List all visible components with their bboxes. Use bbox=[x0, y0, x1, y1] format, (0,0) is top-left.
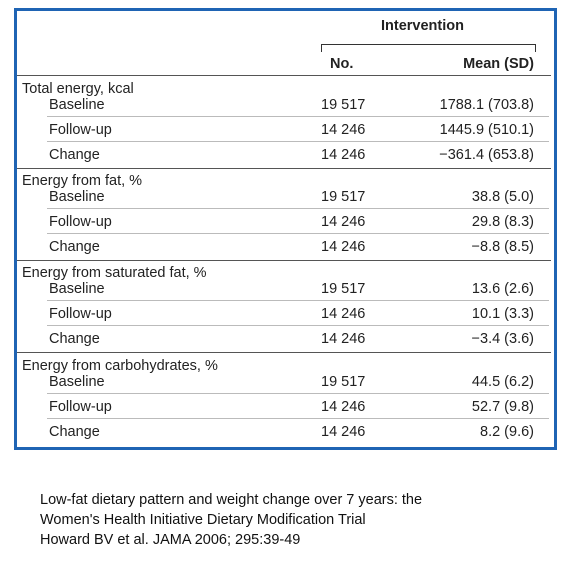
column-header: Mean (SD) bbox=[463, 56, 534, 72]
count-cell: 19 517 bbox=[321, 189, 366, 205]
caption: Low-fat dietary pattern and weight chang… bbox=[40, 490, 422, 550]
header-rule bbox=[17, 75, 551, 76]
table-frame: Intervention No. Mean (SD) Total energy,… bbox=[14, 8, 557, 450]
mean-cell: 10.1 (3.3) bbox=[471, 306, 534, 322]
count-cell: 14 246 bbox=[321, 399, 366, 415]
header-bracket bbox=[321, 44, 535, 45]
caption-line: Howard BV et al. JAMA 2006; 295:39-49 bbox=[40, 532, 301, 548]
row-label: Change bbox=[49, 331, 100, 347]
mean-cell: 1788.1 (703.8) bbox=[439, 97, 534, 113]
row-label: Follow-up bbox=[49, 399, 112, 415]
mean-cell: −361.4 (653.8) bbox=[439, 147, 534, 163]
row-rule bbox=[47, 141, 549, 142]
mean-cell: −3.4 (3.6) bbox=[471, 331, 534, 347]
bracket-tick bbox=[535, 44, 536, 52]
row-label: Baseline bbox=[49, 281, 105, 297]
row-rule bbox=[47, 300, 549, 301]
count-cell: 14 246 bbox=[321, 424, 366, 440]
mean-cell: −8.8 (8.5) bbox=[471, 239, 534, 255]
group-title: Energy from fat, % bbox=[22, 173, 143, 189]
row-rule bbox=[47, 208, 549, 209]
group-header: Intervention bbox=[381, 18, 464, 34]
row-label: Follow-up bbox=[49, 306, 112, 322]
row-label: Baseline bbox=[49, 97, 105, 113]
row-rule bbox=[47, 393, 549, 394]
caption-line: Women's Health Initiative Dietary Modifi… bbox=[40, 512, 366, 528]
group-title: Energy from carbohydrates, % bbox=[22, 358, 218, 374]
mean-cell: 1445.9 (510.1) bbox=[439, 122, 534, 138]
count-cell: 19 517 bbox=[321, 374, 366, 390]
caption-line: Low-fat dietary pattern and weight chang… bbox=[40, 492, 423, 508]
count-cell: 14 246 bbox=[321, 214, 366, 230]
row-rule bbox=[47, 233, 549, 234]
mean-cell: 38.8 (5.0) bbox=[471, 189, 534, 205]
group-rule bbox=[17, 260, 551, 261]
group-rule bbox=[17, 168, 551, 169]
count-cell: 14 246 bbox=[321, 239, 366, 255]
mean-cell: 8.2 (9.6) bbox=[480, 424, 534, 440]
bracket-tick bbox=[321, 44, 322, 52]
row-label: Follow-up bbox=[49, 122, 112, 138]
count-cell: 19 517 bbox=[321, 281, 366, 297]
group-title: Total energy, kcal bbox=[22, 81, 134, 97]
column-header: No. bbox=[330, 56, 354, 72]
count-cell: 14 246 bbox=[321, 306, 366, 322]
count-cell: 19 517 bbox=[321, 97, 366, 113]
row-label: Baseline bbox=[49, 374, 105, 390]
row-label: Change bbox=[49, 147, 100, 163]
group-rule bbox=[17, 352, 551, 353]
row-label: Follow-up bbox=[49, 214, 112, 230]
row-rule bbox=[47, 325, 549, 326]
row-label: Change bbox=[49, 424, 100, 440]
row-label: Baseline bbox=[49, 189, 105, 205]
group-title: Energy from saturated fat, % bbox=[22, 265, 207, 281]
row-rule bbox=[47, 116, 549, 117]
mean-cell: 52.7 (9.8) bbox=[471, 399, 534, 415]
mean-cell: 13.6 (2.6) bbox=[471, 281, 534, 297]
row-rule bbox=[47, 418, 549, 419]
mean-cell: 29.8 (8.3) bbox=[471, 214, 534, 230]
mean-cell: 44.5 (6.2) bbox=[471, 374, 534, 390]
row-label: Change bbox=[49, 239, 100, 255]
count-cell: 14 246 bbox=[321, 147, 366, 163]
count-cell: 14 246 bbox=[321, 122, 366, 138]
count-cell: 14 246 bbox=[321, 331, 366, 347]
